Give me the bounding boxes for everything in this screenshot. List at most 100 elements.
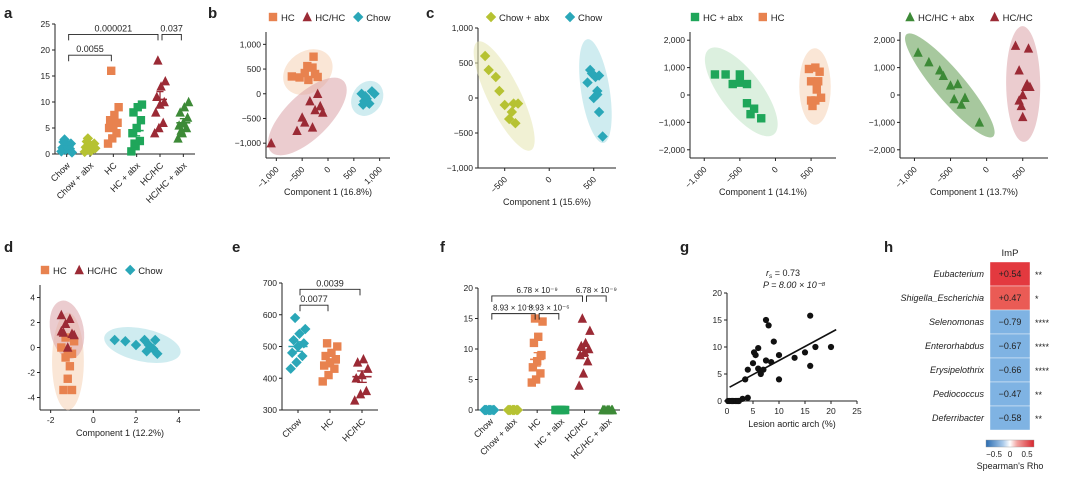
data-point — [721, 70, 730, 79]
y-tick-label: 0 — [717, 396, 722, 406]
data-point — [286, 347, 298, 359]
data-point — [735, 78, 745, 87]
data-point — [59, 385, 68, 395]
x-tick-label: 0 — [981, 164, 992, 175]
legend-marker — [989, 11, 1000, 22]
data-point — [313, 72, 322, 82]
x-tick-label: HC — [102, 160, 119, 177]
bracket-p-value: 0.000021 — [95, 23, 133, 33]
data-point — [110, 110, 119, 120]
panel-d: -4 -2 0 2 4 -2 0 2 4 HC HC/HC Chow Component 1 (12.2… — [27, 264, 200, 438]
heatmap-column-label: ImP — [1002, 248, 1019, 259]
data-point — [330, 364, 339, 373]
significance-bracket — [299, 304, 329, 312]
x-tick-label: 4 — [176, 415, 181, 425]
data-point — [960, 92, 970, 102]
y-tick-label: 2 — [30, 318, 35, 328]
r-subscript: s — [769, 273, 773, 280]
y-tick-label: −2,000 — [869, 145, 896, 155]
data-point — [156, 81, 166, 91]
data-point — [324, 370, 333, 380]
data-point — [130, 139, 139, 148]
confidence-ellipse — [104, 327, 181, 363]
panel-c2: −2,000 −1,000 0 1,000 2,000 −1,000 −500 0 500 HC … — [659, 12, 836, 197]
data-point — [308, 63, 317, 72]
x-tick-label: 0 — [91, 415, 96, 425]
data-point — [61, 333, 70, 342]
confidence-ellipse — [473, 41, 535, 151]
y-tick-label: 700 — [263, 278, 277, 288]
data-point — [806, 96, 816, 105]
data-point — [735, 70, 745, 79]
legend-marker — [353, 11, 364, 23]
heatmap-row-label: Eubacterium — [933, 269, 984, 279]
data-point — [742, 376, 749, 383]
data-point — [913, 47, 923, 57]
data-point — [153, 55, 163, 65]
data-point — [303, 61, 312, 71]
y-tick-label: 20 — [713, 288, 723, 298]
heatmap-value: −0.66 — [999, 365, 1022, 375]
data-point — [136, 116, 146, 125]
data-point — [949, 93, 959, 104]
heatmap-cell — [989, 285, 1031, 311]
legend-marker — [268, 12, 278, 22]
heatmap-cell — [989, 405, 1031, 431]
y-tick-label: 300 — [263, 405, 277, 415]
y-tick-label: −500 — [242, 113, 261, 123]
x-tick-label: 0 — [725, 406, 730, 416]
data-point — [538, 317, 547, 326]
y-tick-label: 0 — [45, 149, 50, 159]
significance-stars: **** — [1035, 342, 1050, 352]
x-tick-label: −500 — [934, 164, 955, 185]
significance-bracket — [586, 295, 607, 302]
bracket-p-value: 0.0055 — [76, 44, 104, 54]
data-point — [757, 114, 766, 123]
y-tick-label: 10 — [464, 344, 474, 354]
y-tick-label: 15 — [713, 315, 723, 325]
data-point — [801, 349, 809, 356]
data-point — [592, 89, 603, 100]
legend-marker — [125, 264, 136, 276]
data-point — [289, 312, 301, 324]
data-point — [1025, 81, 1035, 91]
data-point — [327, 348, 336, 358]
data-point — [292, 125, 302, 136]
data-point — [135, 136, 145, 146]
data-point — [285, 363, 296, 374]
data-point — [133, 103, 142, 112]
data-point — [182, 112, 193, 122]
legend-marker — [905, 11, 915, 22]
data-point — [305, 95, 315, 106]
data-point — [128, 129, 137, 138]
y-tick-label: −2,000 — [659, 145, 686, 155]
data-point — [307, 122, 318, 132]
y-tick-label: −1,000 — [659, 117, 686, 127]
data-point — [531, 375, 541, 384]
y-tick-label: −1,000 — [447, 163, 474, 173]
data-point — [350, 395, 360, 405]
x-axis-label: Component 1 (16.8%) — [284, 187, 372, 197]
data-point — [762, 357, 770, 364]
significance-stars: **** — [1035, 318, 1050, 328]
heatmap-row-label: Deferribacter — [932, 413, 985, 423]
y-tick-label: 20 — [41, 45, 51, 55]
data-point — [69, 337, 79, 346]
x-tick-label: 500 — [581, 174, 598, 191]
data-point — [811, 63, 820, 72]
y-tick-label: 5 — [468, 375, 473, 385]
data-point — [813, 77, 823, 86]
data-point — [816, 93, 826, 102]
bracket-p-value: 8.93 × 10⁻⁶ — [528, 304, 569, 313]
data-point — [528, 363, 538, 372]
data-point — [935, 65, 945, 75]
data-point — [129, 108, 138, 117]
heatmap-value: +0.54 — [999, 269, 1022, 279]
legend-marker — [302, 11, 312, 22]
heatmap-value: +0.47 — [999, 293, 1022, 303]
data-point — [953, 78, 963, 89]
bracket-p-value: 0.0039 — [316, 278, 344, 288]
data-point — [150, 334, 161, 346]
y-tick-label: 2,000 — [664, 35, 686, 45]
data-point — [812, 343, 819, 351]
